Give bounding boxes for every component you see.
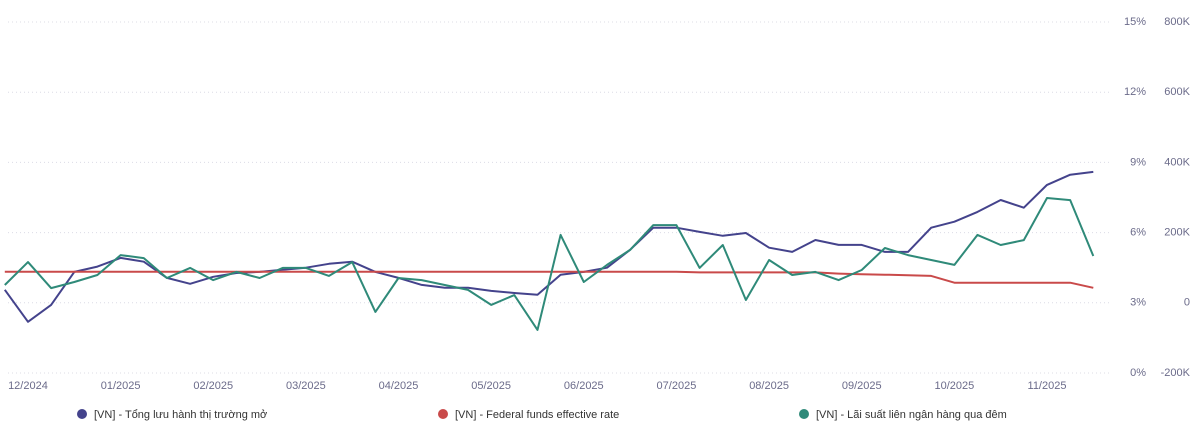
x-tick-label: 09/2025 xyxy=(842,380,882,392)
y-tick-label: 12% xyxy=(1124,86,1146,98)
legend-label: [VN] - Federal funds effective rate xyxy=(455,409,619,421)
series-line xyxy=(4,270,1094,289)
series-line xyxy=(3,170,1094,323)
x-tick-label: 03/2025 xyxy=(286,380,326,392)
x-tick-label: 11/2025 xyxy=(1028,380,1067,392)
legend-marker xyxy=(799,409,809,419)
legend-marker xyxy=(438,409,448,419)
x-tick-label: 07/2025 xyxy=(657,380,697,392)
legend-label: [VN] - Lãi suất liên ngân hàng qua đêm xyxy=(816,409,1007,421)
legend-marker xyxy=(77,409,87,419)
y-tick-label: 15% xyxy=(1124,16,1146,28)
x-tick-label: 04/2025 xyxy=(379,380,419,392)
y-tick-label: 6% xyxy=(1130,227,1146,239)
legend-label: [VN] - Tổng lưu hành thị trường mở xyxy=(94,409,267,421)
y2-tick-label: 400K xyxy=(1164,156,1190,168)
series-line xyxy=(4,197,1095,331)
x-tick-label: 01/2025 xyxy=(101,380,141,392)
x-tick-label: 12/2024 xyxy=(8,380,48,392)
y-tick-label: 9% xyxy=(1130,156,1146,168)
y-tick-label: 0% xyxy=(1130,367,1146,379)
y2-tick-label: -200K xyxy=(1161,367,1191,379)
x-tick-label: 05/2025 xyxy=(471,380,511,392)
x-tick-label: 02/2025 xyxy=(193,380,233,392)
y2-tick-label: 800K xyxy=(1164,16,1190,28)
x-tick-label: 06/2025 xyxy=(564,380,604,392)
x-tick-label: 10/2025 xyxy=(934,380,974,392)
y2-tick-label: 0 xyxy=(1184,297,1190,309)
y2-tick-label: 600K xyxy=(1164,86,1190,98)
y2-tick-label: 200K xyxy=(1164,227,1190,239)
y-tick-label: 3% xyxy=(1130,297,1146,309)
x-tick-label: 08/2025 xyxy=(749,380,789,392)
